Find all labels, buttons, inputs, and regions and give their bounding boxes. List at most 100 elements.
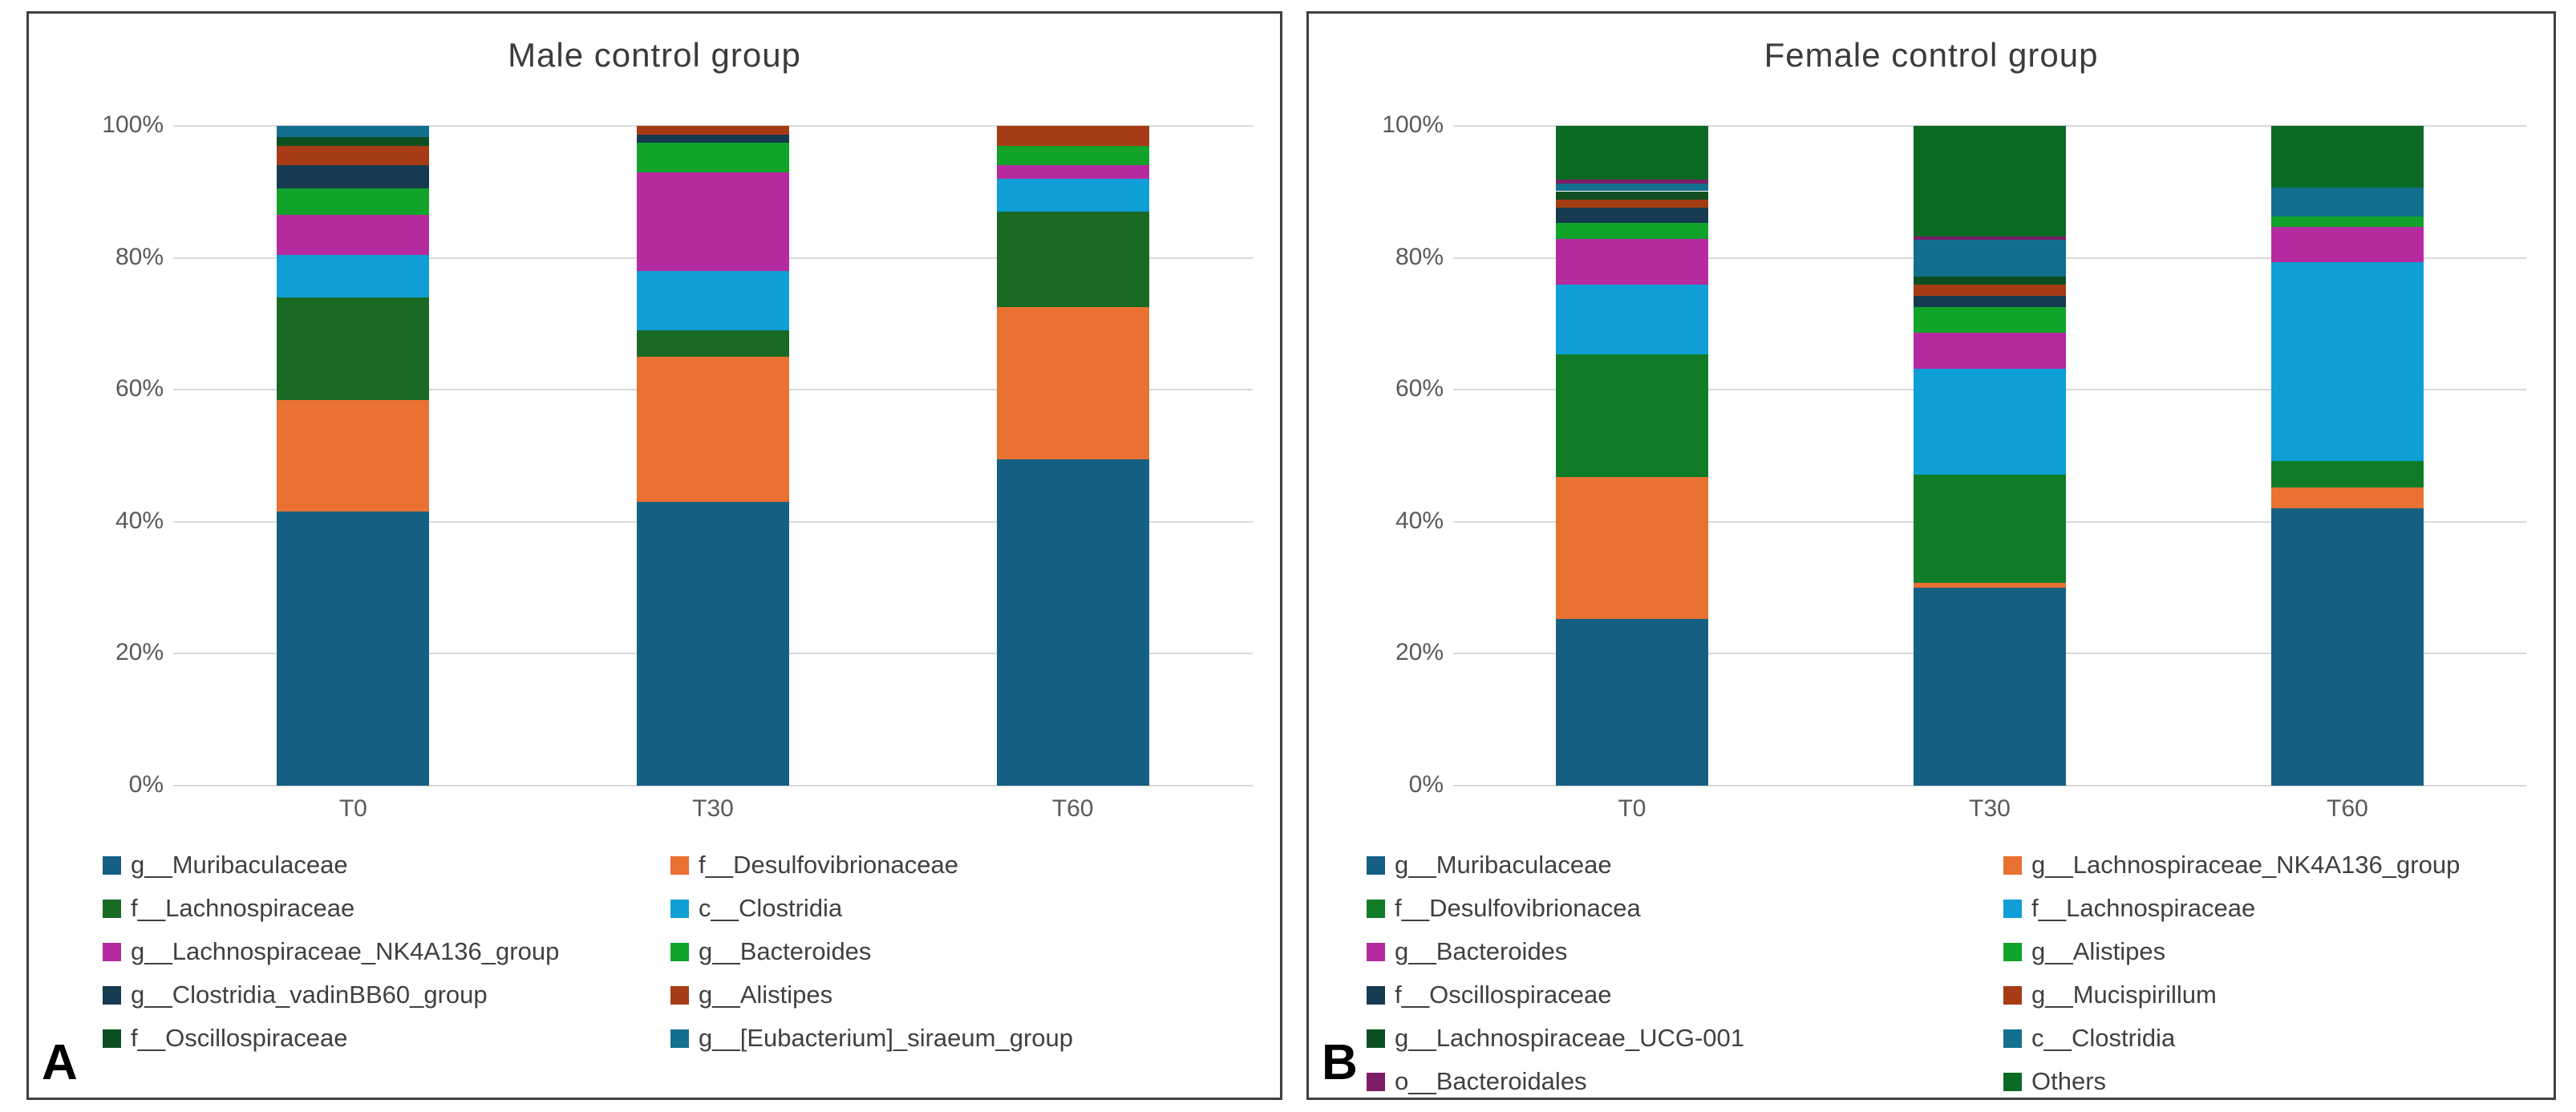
legend-label: c__Clostridia xyxy=(699,894,843,922)
legend-item-g__Bacteroides: g__Bacteroides xyxy=(1367,934,1567,969)
panel-letter-a: A xyxy=(42,1035,78,1090)
bar-segment-T60-c__Clostridia xyxy=(2271,187,2424,216)
x-axis-label-T60: T60 xyxy=(1051,795,1094,822)
bar-segment-T0-g__[Eubacterium]_siraeum_group xyxy=(277,126,430,137)
panel-female-control: Female control group g__Muribaculaceae g_… xyxy=(1306,11,2556,1100)
legend-item-c__Clostridia: c__Clostridia xyxy=(2003,1021,2175,1056)
bar-segment-T30-Others xyxy=(1914,126,2066,237)
gridline-0% xyxy=(173,785,1253,786)
legend-swatch-icon xyxy=(670,855,689,875)
legend-label: f__Oscillospiraceae xyxy=(131,1024,348,1052)
legend-item-g__Lachnospiraceae_NK4A136_group: g__Lachnospiraceae_NK4A136_group xyxy=(2003,847,2460,883)
bar-segment-T60-f__Desulfovibrionacea xyxy=(2271,461,2424,488)
legend-swatch-icon xyxy=(2003,985,2022,1005)
legend-item-c__Clostridia: c__Clostridia xyxy=(670,891,842,926)
y-axis-tick-20%: 20% xyxy=(115,639,164,666)
bar-segment-T0-g__Lachnospiraceae_NK4A136_group xyxy=(1556,476,1708,619)
bar-segment-T30-g__Bacteroides xyxy=(637,142,789,172)
legend-swatch-icon xyxy=(670,899,689,918)
y-axis-tick-40%: 40% xyxy=(115,507,164,534)
bar-segment-T30-g__Bacteroides xyxy=(1914,332,2066,369)
x-axis-label-T30: T30 xyxy=(1969,795,2011,822)
bar-segment-T0-g__Alistipes xyxy=(277,145,430,166)
legend-label: c__Clostridia xyxy=(2031,1024,2176,1052)
bar-segment-T60-f__Lachnospiraceae xyxy=(2271,261,2424,462)
bar-segment-T0-g__Alistipes xyxy=(1556,222,1708,239)
y-axis-tick-60%: 60% xyxy=(115,375,164,402)
chart-title-female: Female control group xyxy=(1764,36,2099,74)
bar-segment-T30-f__Oscillospiraceae xyxy=(1914,296,2066,308)
legend-swatch-icon xyxy=(103,985,121,1005)
bar-segment-T0-f__Oscillospiraceae xyxy=(1556,208,1708,223)
bar-segment-T30-f__Desulfovibrionaceae xyxy=(637,357,789,503)
legend-swatch-icon xyxy=(103,942,121,961)
bar-segment-T30-c__Clostridia xyxy=(637,271,789,331)
legend-swatch-icon xyxy=(670,942,689,961)
legend-swatch-icon xyxy=(670,1029,689,1048)
bar-segment-T60-g__Lachnospiraceae_NK4A136_group xyxy=(996,165,1149,179)
bar-segment-T0-g__Clostridia_vadinBB60_group xyxy=(277,165,430,189)
bar-segment-T30-c__Clostridia xyxy=(1914,240,2066,277)
gridline-0% xyxy=(1453,785,2526,786)
legend-label: g__Lachnospiraceae_NK4A136_group xyxy=(2031,851,2461,879)
y-axis-tick-0%: 0% xyxy=(128,771,164,798)
legend-item-g__Alistipes: g__Alistipes xyxy=(670,977,832,1013)
legend-label: g__Alistipes xyxy=(2031,937,2166,965)
legend-label: g__Lachnospiraceae_UCG-001 xyxy=(1395,1024,1745,1052)
legend-label: f__Lachnospiraceae xyxy=(2031,894,2256,922)
y-axis-tick-40%: 40% xyxy=(1395,507,1444,534)
legend-swatch-icon xyxy=(1367,985,1385,1005)
bar-segment-T60-g__Bacteroides xyxy=(996,145,1149,166)
bar-segment-T0-g__Bacteroides xyxy=(1556,238,1708,285)
bar-segment-T30-f__Desulfovibrionacea xyxy=(1914,475,2066,584)
bar-segment-T0-g__Lachnospiraceae_NK4A136_group xyxy=(277,215,430,255)
panel-letter-b: B xyxy=(1322,1035,1358,1090)
legend-swatch-icon xyxy=(1367,1072,1385,1091)
legend-swatch-icon xyxy=(1367,942,1385,961)
legend-item-g__Clostridia_vadinBB60_group: g__Clostridia_vadinBB60_group xyxy=(103,977,488,1013)
bar-segment-T60-c__Clostridia xyxy=(996,178,1149,212)
legend-swatch-icon xyxy=(2003,942,2022,961)
legend-item-g__Lachnospiraceae_NK4A136_group: g__Lachnospiraceae_NK4A136_group xyxy=(103,934,559,969)
legend-label: f__Desulfovibrionacea xyxy=(1395,894,1641,922)
legend-item-Others: Others xyxy=(2003,1064,2106,1099)
legend-item-g__Muribaculaceae: g__Muribaculaceae xyxy=(103,847,348,883)
bar-segment-T0-c__Clostridia xyxy=(1556,183,1708,192)
bar-segment-T60-f__Lachnospiraceae xyxy=(996,212,1149,308)
legend-item-g__Bacteroides: g__Bacteroides xyxy=(670,934,871,969)
bar-segment-T0-g__Lachnospiraceae_UCG-001 xyxy=(1556,191,1708,200)
legend-swatch-icon xyxy=(2003,855,2022,875)
bar-segment-T30-o__Bacteroidales xyxy=(1914,237,2066,241)
legend-item-g__Mucispirillum: g__Mucispirillum xyxy=(2003,977,2217,1013)
legend-label: Others xyxy=(2031,1067,2107,1095)
y-axis-tick-100%: 100% xyxy=(102,111,164,138)
legend-swatch-icon xyxy=(2003,1029,2022,1048)
legend-swatch-icon xyxy=(103,1029,121,1048)
legend-item-f__Desulfovibrionaceae: f__Desulfovibrionaceae xyxy=(670,847,958,883)
legend-item-f__Lachnospiraceae: f__Lachnospiraceae xyxy=(103,891,354,926)
bar-segment-T60-g__Alistipes xyxy=(2271,216,2424,227)
legend-swatch-icon xyxy=(1367,1029,1385,1048)
bar-segment-T0-Others xyxy=(1556,126,1708,180)
legend-item-f__Oscillospiraceae: f__Oscillospiraceae xyxy=(1367,977,1612,1013)
bar-segment-T30-g__Muribaculaceae xyxy=(637,502,789,786)
bar-segment-T0-f__Desulfovibrionaceae xyxy=(277,399,430,512)
bar-segment-T60-f__Desulfovibrionaceae xyxy=(996,307,1149,459)
legend-swatch-icon xyxy=(1367,899,1385,918)
legend-item-f__Lachnospiraceae: f__Lachnospiraceae xyxy=(2003,891,2255,926)
gridline-100% xyxy=(173,125,1253,127)
bar-segment-T30-g__Lachnospiraceae_NK4A136_group xyxy=(1914,583,2066,588)
bar-segment-T0-f__Oscillospiraceae xyxy=(277,137,430,146)
bar-segment-T30-g__Clostridia_vadinBB60_group xyxy=(637,134,789,143)
legend-swatch-icon xyxy=(103,899,121,918)
legend-label: g__Lachnospiraceae_NK4A136_group xyxy=(131,937,560,965)
legend-item-f__Oscillospiraceae: f__Oscillospiraceae xyxy=(103,1021,348,1056)
bar-segment-T30-g__Alistipes xyxy=(637,126,789,135)
legend-swatch-icon xyxy=(2003,899,2022,918)
panel-male-control: Male control group g__Muribaculaceae f__D… xyxy=(26,11,1282,1100)
legend-label: g__[Eubacterium]_siraeum_group xyxy=(699,1024,1073,1052)
legend-item-o__Bacteroidales: o__Bacteroidales xyxy=(1367,1064,1587,1099)
y-axis-tick-60%: 60% xyxy=(1395,375,1444,402)
bar-segment-T30-g__Lachnospiraceae_UCG-001 xyxy=(1914,276,2066,285)
